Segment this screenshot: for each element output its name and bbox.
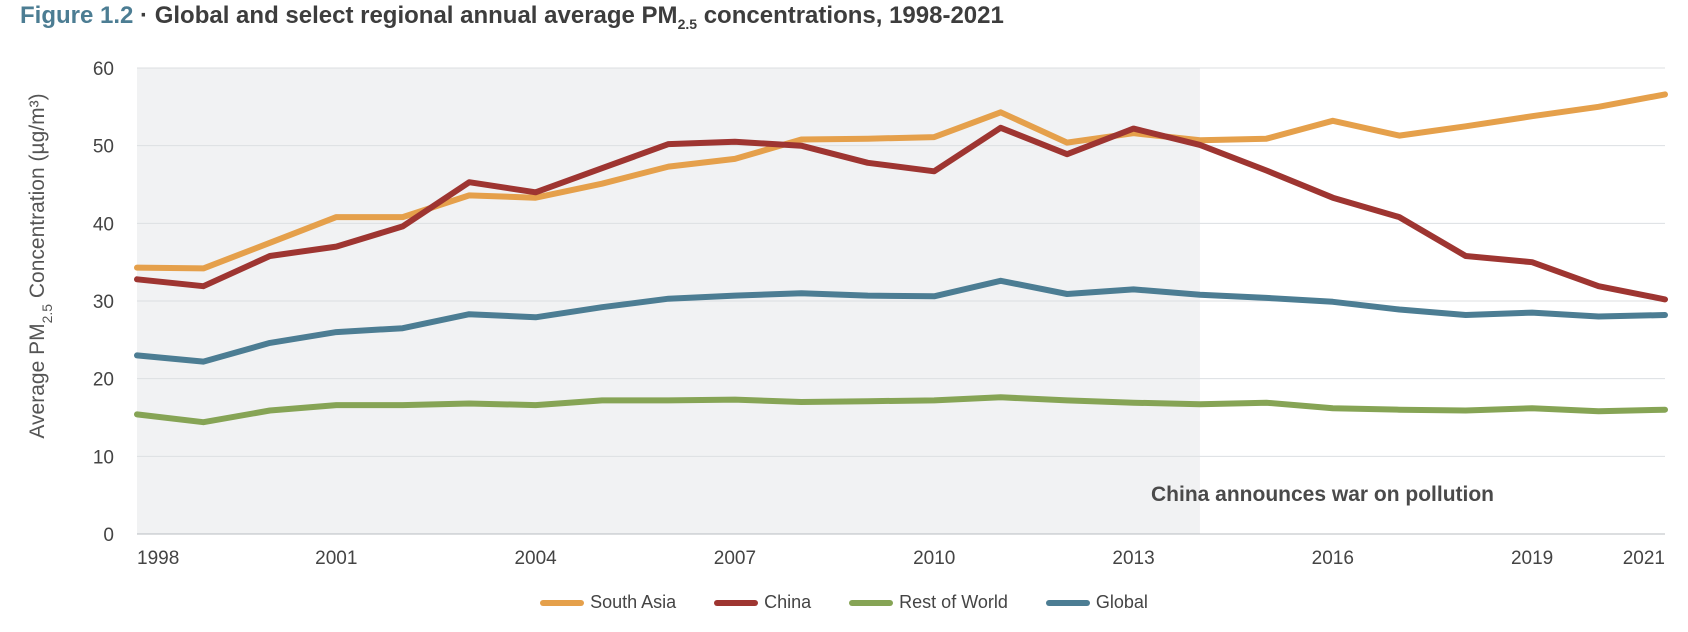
y-axis-ticks: 0 10 20 30 40 50 60 [93,59,114,546]
legend-item-global: Global [1045,592,1148,613]
series-lines [134,91,1668,426]
x-tick-label: 2004 [514,548,557,569]
x-tick-label: 2007 [714,548,756,569]
y-tick-label: 0 [103,525,114,546]
series-line-china [134,124,1668,303]
legend-item-rest-of-world: Rest of World [849,592,1008,613]
legend: South Asia China Rest of World Global [0,592,1688,613]
legend-label: Global [1095,592,1148,612]
x-tick-label: 2021 [1623,548,1665,569]
y-tick-label: 10 [93,447,114,468]
title-text-after: concentrations, 1998-2021 [697,2,1004,29]
chart-title: Figure 1.2 · Global and select regional … [20,2,1004,32]
series-line-rest-of-world [134,394,1668,426]
legend-item-china: China [714,592,811,613]
x-axis-ticks: 1998 2001 2004 2007 2010 2013 2016 2019 2021 [137,548,1665,569]
y-tick-label: 30 [93,292,114,313]
x-tick-label: 2010 [913,548,955,569]
legend-label: China [764,592,812,612]
y-tick-label: 40 [93,214,114,235]
x-tick-label: 2019 [1511,548,1553,569]
legend-item-south-asia: South Asia [540,592,676,613]
title-subscript: 2.5 [677,16,698,32]
legend-label: South Asia [590,592,677,612]
x-tick-label: 2013 [1112,548,1154,569]
series-line-global [134,277,1668,365]
y-tick-label: 60 [93,59,114,80]
figure-number: Figure 1.2 [20,2,134,29]
x-tick-label: 1998 [137,548,179,569]
line-chart: 0 10 20 30 40 50 60 1998 2001 2004 2007 2010 2013 20… [26,59,1668,569]
x-tick-label: 2001 [315,548,357,569]
x-tick-label: 2016 [1312,548,1354,569]
title-text-before: Global and select regional annual averag… [154,2,678,29]
legend-swatch [714,599,759,606]
annotation: China announces war on pollution [1151,483,1494,506]
y-tick-label: 20 [93,370,114,391]
series-line-south-asia [134,91,1668,272]
y-tick-label: 50 [93,137,114,158]
y-axis-label: Average PM2.5 Concentration (µg/m³) [26,93,55,438]
title-separator: · [140,2,149,29]
legend-swatch [849,599,894,606]
legend-swatch [540,599,585,606]
legend-swatch [1045,599,1090,606]
legend-label: Rest of World [899,592,1008,612]
